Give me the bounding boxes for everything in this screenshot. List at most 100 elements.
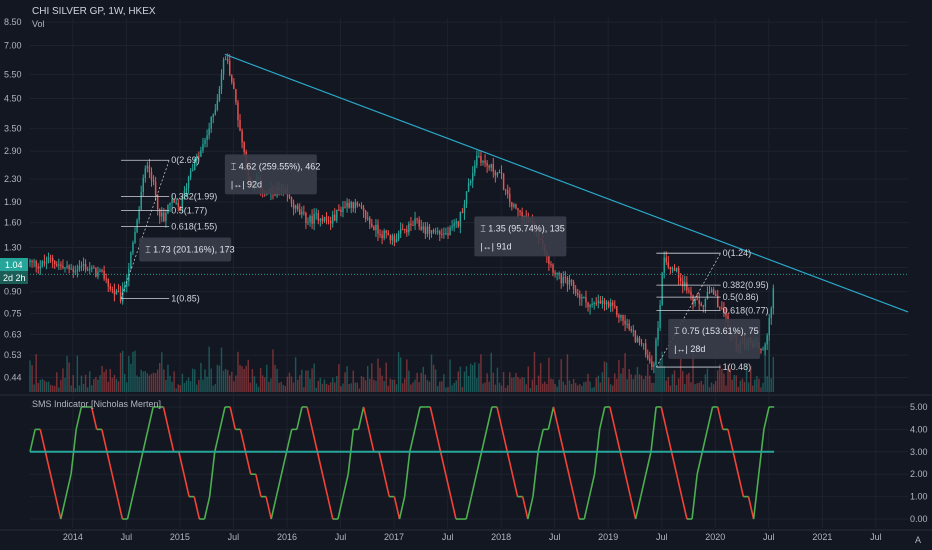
y-tick-label: 2.90 [4,146,22,156]
sms-segment [414,406,421,430]
volume-bar [682,371,684,392]
candle-body [117,290,120,293]
candle-body [385,230,387,233]
x-tick-label: 2014 [63,532,83,542]
fib-level-label: 0.5(0.86) [723,292,759,302]
sms-segment [136,451,144,475]
sms-segment [378,451,385,475]
sms-segment [326,496,334,520]
x-tick-label: Jul [121,532,133,542]
sms-y-tick-label: 0.00 [910,514,928,524]
sms-segment [696,451,704,475]
volume-bar [126,382,128,392]
candle-body [103,270,105,279]
volume-bar [290,376,293,392]
volume-bar [585,381,587,392]
volume-bar [194,369,196,392]
candle-body [99,270,101,272]
volume-bar [628,369,630,392]
candle-body [391,235,394,241]
volume-bar [132,351,134,392]
volume-bar [187,377,190,392]
sms-segment [49,474,57,497]
volume-bar [568,380,571,392]
expand-icon[interactable]: A [915,535,921,545]
volume-bar [319,377,322,392]
candle-body [702,305,705,307]
candle-body [119,292,122,302]
volume-bar [107,381,109,392]
volume-bar [88,371,91,392]
candle-body [760,348,762,351]
sms-segment [183,474,190,497]
volume-bar [511,377,513,392]
volume-bar [235,375,237,392]
candle-body [364,210,367,220]
candle-body [513,204,515,207]
price-badge-countdown: 2d 2h [3,273,26,283]
volume-bar [360,376,363,392]
candle-body [488,165,490,168]
candle-body [373,226,375,231]
sms-segment [321,474,329,497]
volume-bar [749,365,752,392]
candle-body [504,189,507,191]
sms-segment [219,406,226,430]
candle-body [134,232,136,243]
candle-body [686,282,688,291]
sms-y-tick-label: 3.00 [910,447,928,457]
sms-segment [665,429,673,452]
candle-body [210,117,212,129]
sms-segment [106,451,113,475]
sms-segment [275,474,283,497]
candle-body [614,305,616,307]
fib-level-label: 0(2.69) [171,155,200,165]
sms-segment [681,496,688,520]
candle-body [517,208,519,211]
candle-body [395,239,398,243]
candle-body [53,261,56,265]
volume-bar [218,365,221,392]
sms-segment [311,429,319,452]
sms-segment [342,474,349,497]
candle-body [694,298,696,304]
candle-body [138,209,140,221]
volume-bar [698,382,700,392]
volume-bar [770,378,772,392]
candle-body [478,155,480,157]
candle-body [704,298,707,307]
sms-y-tick-label: 1.00 [910,492,928,502]
sms-segment [573,496,580,520]
candle-body [723,308,725,314]
candle-body [490,164,492,168]
x-tick-label: Jul [763,532,775,542]
volume-bar [239,364,241,392]
volume-bar [342,383,344,392]
auto-scale-icon[interactable]: A [915,535,921,545]
volume-bar [325,383,328,392]
volume-bar [362,377,365,392]
candle-body [519,210,521,213]
volume-bar [655,361,657,392]
volume-bar [200,362,202,392]
candle-body [354,202,357,209]
volume-bar [418,382,420,392]
candle-body [313,214,315,224]
volume-bar [572,378,575,392]
candle-body [206,135,208,141]
candle-body [321,218,324,222]
candle-body [583,297,585,299]
candle-body [31,260,33,262]
volume-bar [484,382,486,392]
candle-body [167,205,169,214]
candle-body [476,155,478,166]
candle-body [511,202,513,207]
candle-body [179,206,182,210]
fib-trend-line [656,253,721,368]
sms-segment [147,406,154,430]
candle-body [142,177,144,192]
volume-bar [43,380,46,392]
candle-body [362,207,365,211]
candle-body [132,242,134,253]
